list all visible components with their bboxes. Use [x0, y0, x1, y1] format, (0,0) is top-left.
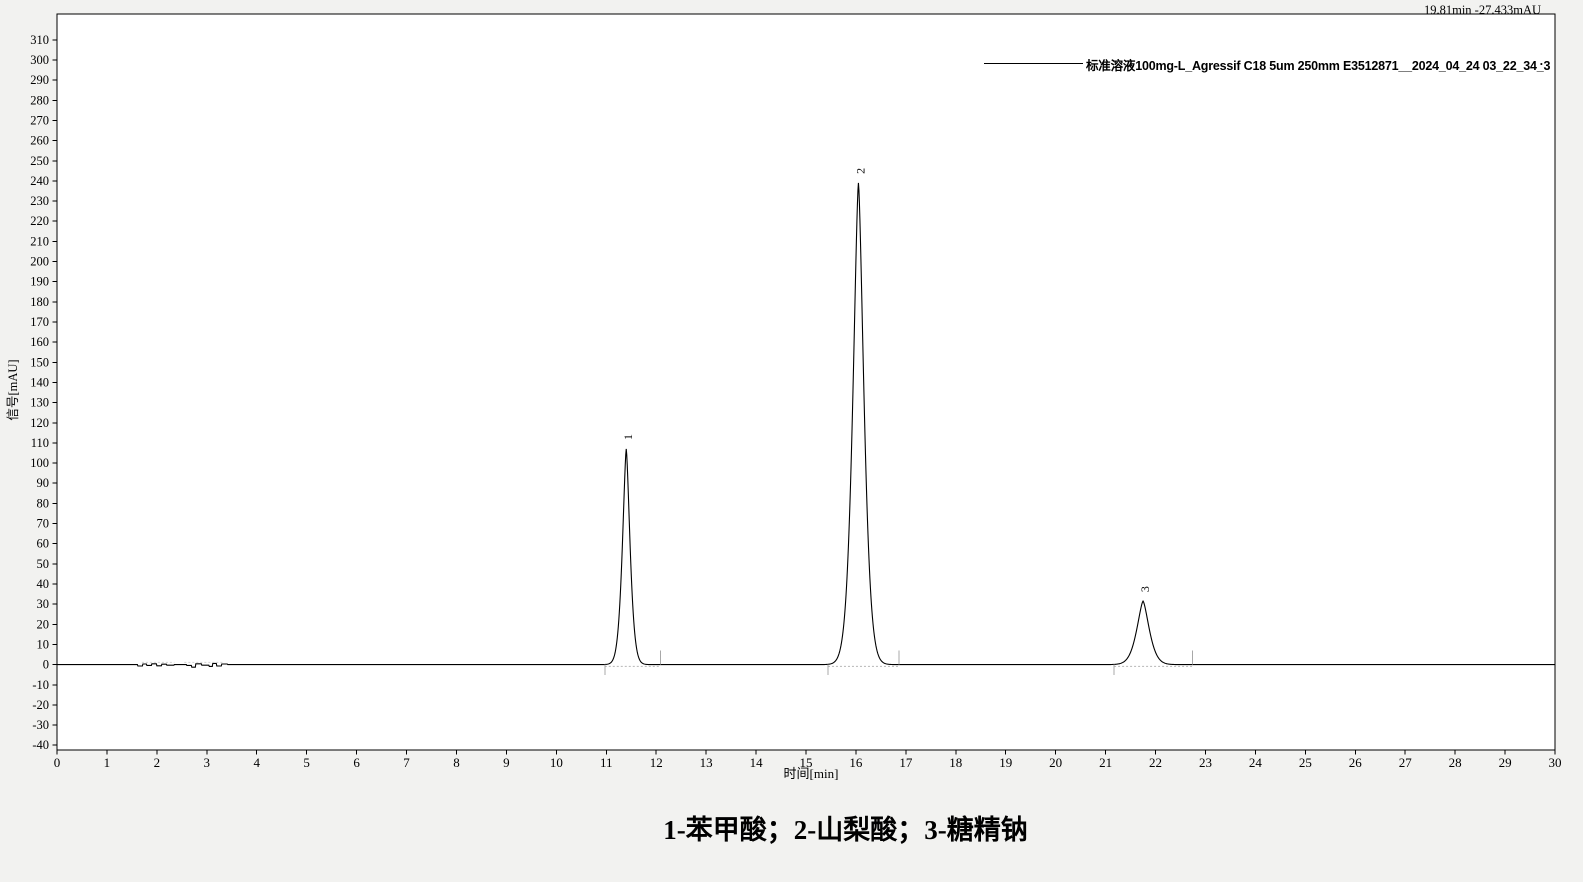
peak-number-label: 2 [853, 168, 867, 174]
x-axis-tick-label: 17 [899, 755, 913, 770]
y-axis-tick-label: 180 [30, 295, 49, 309]
y-axis-tick-label: 130 [30, 396, 49, 410]
y-axis-tick-label: 0 [43, 658, 49, 672]
x-axis-tick-label: 8 [453, 755, 460, 770]
y-axis-tick-label: 160 [30, 335, 49, 349]
y-axis-tick-label: -30 [32, 718, 49, 732]
y-axis-tick-label: 50 [37, 557, 50, 571]
y-axis-tick-label: 240 [30, 174, 49, 188]
x-axis-tick-label: 15 [800, 755, 813, 770]
y-axis-tick-label: 290 [30, 73, 49, 87]
x-axis-tick-label: 24 [1249, 755, 1263, 770]
x-axis-tick-label: 16 [849, 755, 863, 770]
x-axis-tick-label: 29 [1499, 755, 1512, 770]
cursor-position-readout: 19.81min -27.433mAU [1423, 3, 1541, 17]
y-axis-tick-label: -40 [32, 738, 49, 752]
chromatogram-plot[interactable]: -40-30-20-100102030405060708090100110120… [0, 0, 1583, 795]
y-axis-tick-label: 70 [37, 517, 50, 531]
x-axis-tick-label: 5 [303, 755, 310, 770]
legend-line-swatch [984, 63, 1083, 64]
x-axis-tick-label: 22 [1149, 755, 1162, 770]
x-axis-tick-label: 26 [1349, 755, 1363, 770]
x-axis-tick-label: 4 [253, 755, 260, 770]
x-axis-tick-label: 28 [1449, 755, 1462, 770]
y-axis-tick-label: 10 [37, 637, 50, 651]
y-axis-tick-label: 30 [37, 597, 50, 611]
x-axis-title: 时间[min] [783, 766, 839, 781]
y-axis-tick-label: 230 [30, 194, 49, 208]
x-axis-tick-label: 0 [54, 755, 61, 770]
peak-number-label: 3 [1138, 586, 1152, 592]
y-axis-tick-label: 100 [30, 456, 49, 470]
y-axis-title: 信号[mAU] [6, 359, 20, 421]
y-axis-tick-label: 80 [37, 496, 50, 510]
x-axis-tick-label: 23 [1199, 755, 1212, 770]
y-axis-tick-label: 40 [37, 577, 50, 591]
legend-trailing-dot: . [1539, 53, 1543, 68]
legend-series-label: 标准溶液100mg-L_Agressif C18 5um 250mm E3512… [1086, 59, 1551, 73]
y-axis-tick-label: 20 [37, 617, 50, 631]
x-axis-tick-label: 1 [104, 755, 111, 770]
x-axis-tick-label: 9 [503, 755, 510, 770]
y-axis-tick-label: 90 [37, 476, 50, 490]
chromatogram-trace [57, 182, 1555, 668]
y-axis-tick-label: 200 [30, 255, 49, 269]
y-axis-tick-label: 220 [30, 214, 49, 228]
x-axis-tick-label: 27 [1399, 755, 1413, 770]
y-axis-tick-label: 150 [30, 355, 49, 369]
y-axis-tick-label: 120 [30, 416, 49, 430]
x-axis-tick-label: 3 [204, 755, 211, 770]
y-axis-tick-label: 140 [30, 375, 49, 389]
plot-frame [56, 13, 1556, 751]
x-axis-tick-label: 12 [650, 755, 663, 770]
x-axis-tick-label: 21 [1099, 755, 1112, 770]
y-axis-tick-label: 300 [30, 53, 49, 67]
y-axis-tick-label: 270 [30, 113, 49, 127]
x-axis-tick-label: 13 [700, 755, 713, 770]
x-axis-tick-label: 20 [1049, 755, 1062, 770]
x-axis-tick-label: 14 [750, 755, 764, 770]
x-axis-tick-label: 11 [600, 755, 613, 770]
y-axis-tick-label: 260 [30, 134, 49, 148]
y-axis-tick-label: 280 [30, 93, 49, 107]
y-axis-tick-label: -10 [32, 678, 49, 692]
x-axis-tick-label: 2 [154, 755, 161, 770]
x-axis-tick-label: 18 [949, 755, 962, 770]
y-axis-tick-label: 190 [30, 275, 49, 289]
y-axis-tick-label: 170 [30, 315, 49, 329]
x-axis-tick-label: 25 [1299, 755, 1312, 770]
x-axis-tick-label: 10 [550, 755, 563, 770]
y-axis-tick-label: 250 [30, 154, 49, 168]
x-axis-tick-label: 7 [403, 755, 410, 770]
peak-number-label: 1 [621, 434, 635, 440]
x-axis-tick-label: 30 [1549, 755, 1562, 770]
y-axis-tick-label: 60 [37, 537, 50, 551]
peak-identification-caption: 1-苯甲酸；2-山梨酸；3-糖精钠 [663, 815, 1028, 845]
y-axis-tick-label: 110 [31, 436, 49, 450]
y-axis-tick-label: 210 [30, 234, 49, 248]
y-axis-tick-label: 310 [30, 33, 49, 47]
x-axis-tick-label: 19 [999, 755, 1012, 770]
chromatogram-panel: -40 -30 -20 -10 0 10 20 30 40 50 60 70 80 90 100 110 120… [0, 0, 1583, 795]
x-axis-tick-label: 6 [353, 755, 360, 770]
y-axis-tick-label: -20 [32, 698, 49, 712]
